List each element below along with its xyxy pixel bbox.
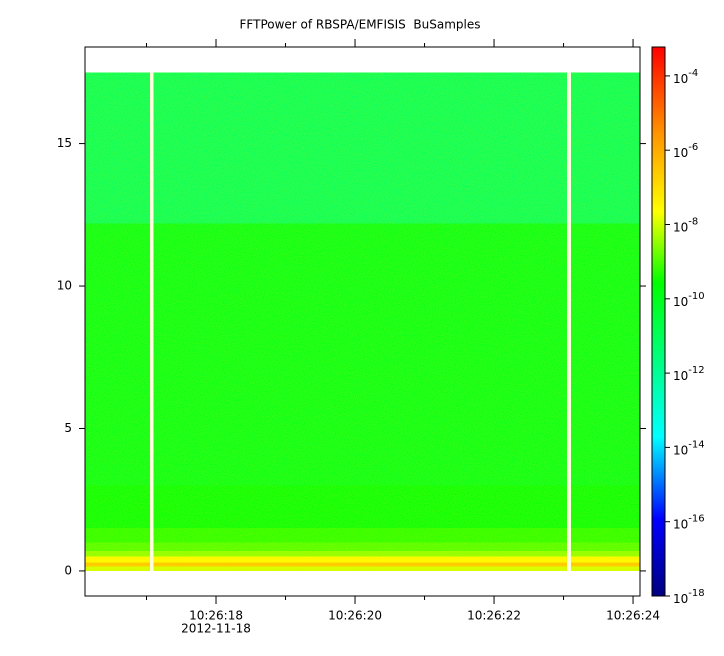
spectrogram-cell [571, 72, 640, 224]
spectrogram-cell [85, 562, 150, 567]
spectrogram-cell [571, 223, 640, 486]
plot-frame [84, 46, 641, 597]
y-tick-label: 0 [64, 563, 72, 577]
spectrogram-cell [85, 485, 150, 529]
colorbar [651, 46, 666, 597]
x-tick-label: 10:26:22 [467, 609, 521, 623]
spectrogram-cell [85, 542, 150, 551]
spectrogram-cell [153, 528, 568, 543]
spectrogram-cell [571, 528, 640, 543]
colorbar-tick-label: 10-12 [673, 365, 705, 383]
colorbar-tick-label: 10-18 [673, 588, 705, 606]
colorbar-tick-label: 10-16 [673, 514, 705, 532]
spectrogram-cell [153, 223, 568, 486]
spectrogram-cell [85, 566, 150, 571]
spectrogram-cell [153, 550, 568, 557]
spectrogram-cell [571, 485, 640, 529]
spectrogram-cell [85, 223, 150, 486]
colorbar-tick-label: 10-8 [673, 217, 698, 235]
spectrogram-cell [85, 556, 150, 563]
spectrogram-cell [153, 485, 568, 529]
chart-title: FFTPower of RBSPA/EMFISIS BuSamples [240, 18, 481, 32]
spectrogram-cell [85, 72, 150, 224]
colorbar-tick-label: 10-10 [673, 291, 705, 309]
x-tick-label: 10:26:24 [606, 609, 660, 623]
colorbar-tick-label: 10-4 [673, 68, 698, 86]
spectrogram-cell [571, 562, 640, 567]
spectrogram-cell [571, 566, 640, 571]
spectrogram-cell [153, 542, 568, 551]
spectrogram-cell [153, 556, 568, 563]
spectrogram-cell [153, 566, 568, 571]
spectrogram-cell [85, 550, 150, 557]
spectrogram-cell [571, 550, 640, 557]
colorbar-tick-label: 10-6 [673, 142, 698, 160]
y-tick-label: 10 [57, 279, 72, 293]
y-tick-label: 15 [57, 136, 72, 150]
spectrogram [85, 72, 640, 571]
x-tick-label: 10:26:18 [189, 609, 243, 623]
colorbar-tick-label: 10-14 [673, 439, 705, 457]
y-tick-label: 5 [64, 421, 72, 435]
spectrogram-cell [571, 556, 640, 563]
spectrogram-cell [153, 72, 568, 224]
spectrogram-cell [571, 542, 640, 551]
spectrogram-cell [85, 528, 150, 543]
date-label: 2012-11-18 [181, 622, 251, 636]
spectrogram-cell [153, 562, 568, 567]
x-tick-label: 10:26:20 [328, 609, 382, 623]
